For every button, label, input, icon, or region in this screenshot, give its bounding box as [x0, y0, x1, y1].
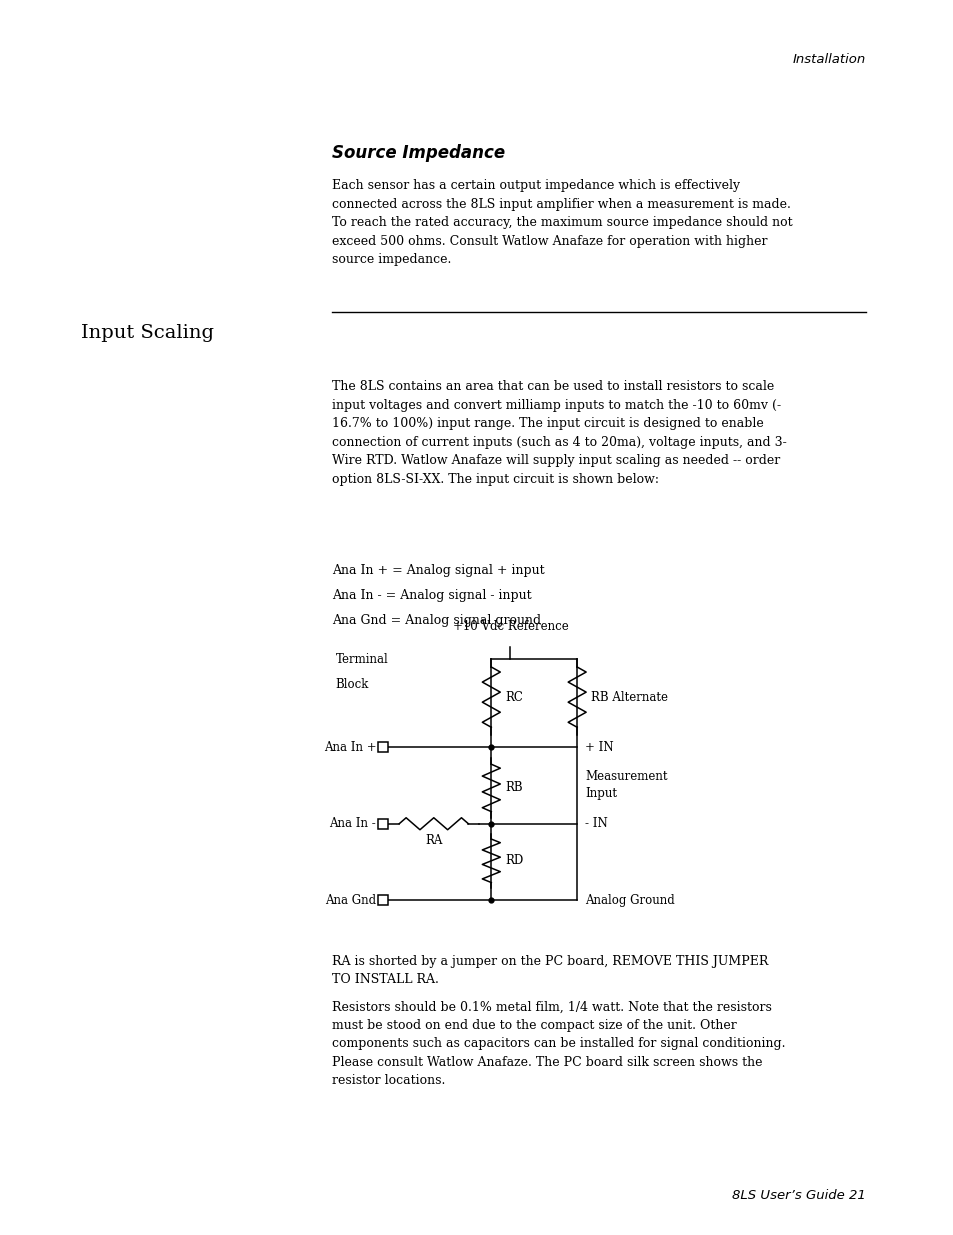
Text: RA: RA: [425, 834, 442, 847]
Text: The 8LS contains an area that can be used to install resistors to scale
input vo: The 8LS contains an area that can be use…: [332, 380, 786, 485]
Text: Ana Gnd = Analog signal ground: Ana Gnd = Analog signal ground: [332, 614, 540, 627]
Text: Measurement
Input: Measurement Input: [584, 771, 667, 800]
Text: Ana In - = Analog signal - input: Ana In - = Analog signal - input: [332, 589, 531, 603]
Text: Ana In -: Ana In -: [329, 818, 375, 830]
Text: Installation: Installation: [792, 53, 865, 67]
Text: + IN: + IN: [584, 741, 613, 753]
Text: Resistors should be 0.1% metal film, 1/4 watt. Note that the resistors
must be s: Resistors should be 0.1% metal film, 1/4…: [332, 1000, 784, 1087]
Text: Analog Ground: Analog Ground: [584, 894, 674, 906]
Text: Ana In + = Analog signal + input: Ana In + = Analog signal + input: [332, 564, 544, 578]
Bar: [378, 742, 388, 752]
Text: Ana In +: Ana In +: [323, 741, 375, 753]
Text: RB: RB: [505, 782, 522, 794]
Text: Input Scaling: Input Scaling: [81, 324, 213, 342]
Text: RC: RC: [505, 690, 522, 704]
Text: - IN: - IN: [584, 818, 607, 830]
Text: +10 Vdc Reference: +10 Vdc Reference: [452, 620, 568, 634]
Text: Terminal: Terminal: [335, 653, 388, 667]
Text: RD: RD: [505, 855, 523, 867]
Bar: [378, 819, 388, 829]
Text: Ana Gnd: Ana Gnd: [325, 894, 375, 906]
Text: RA is shorted by a jumper on the PC board, REMOVE THIS JUMPER
TO INSTALL RA.: RA is shorted by a jumper on the PC boar…: [332, 955, 767, 987]
Text: Source Impedance: Source Impedance: [332, 144, 504, 163]
Text: Block: Block: [335, 678, 369, 692]
Text: Each sensor has a certain output impedance which is effectively
connected across: Each sensor has a certain output impedan…: [332, 179, 792, 266]
Text: 8LS User’s Guide 21: 8LS User’s Guide 21: [732, 1188, 865, 1202]
Text: RB Alternate: RB Alternate: [591, 690, 667, 704]
Bar: [378, 895, 388, 905]
